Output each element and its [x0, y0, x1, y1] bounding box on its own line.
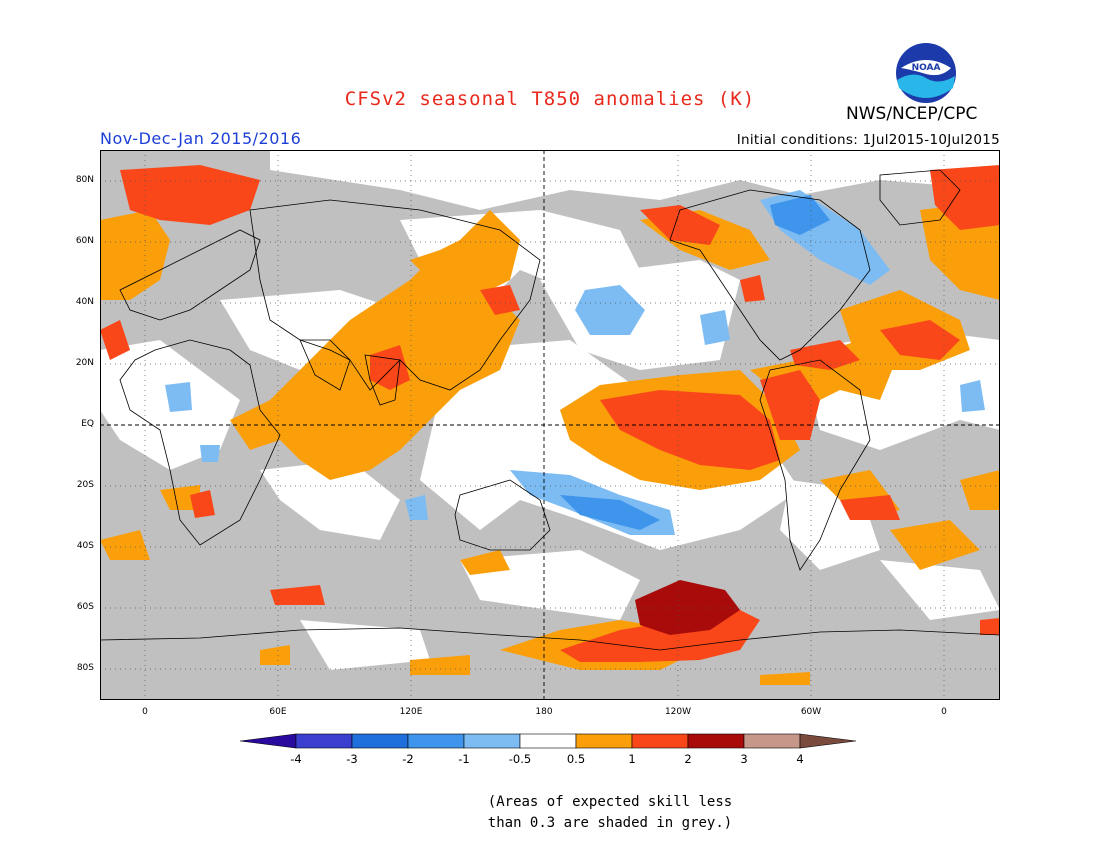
lat-label: 60N	[75, 236, 94, 246]
colorbar-label: 3	[740, 752, 748, 766]
coastlines	[100, 169, 1000, 651]
colorbar-label: -0.5	[508, 752, 532, 766]
colorbar-label: -1	[458, 752, 470, 766]
lat-label: 20S	[76, 480, 94, 490]
lat-label: 60S	[76, 602, 94, 612]
colorbar-segment	[407, 733, 465, 749]
dark-red-anomaly-regions	[635, 580, 740, 635]
season-label: Nov-Dec-Jan 2015/2016	[100, 129, 302, 148]
equator-dateline	[100, 150, 1000, 700]
colorbar-segment	[519, 733, 577, 749]
map-title: CFSv2 seasonal T850 anomalies (K)	[344, 88, 756, 110]
colorbar-segment	[295, 733, 353, 749]
lon-label: 60W	[800, 707, 822, 717]
colorbar-label: -3	[346, 752, 358, 766]
colorbar-left-arrow	[239, 733, 297, 749]
initial-conditions-label: Initial conditions: 1Jul2015-10Jul2015	[736, 132, 1000, 148]
agency-label: NWS/NCEP/CPC	[846, 104, 978, 124]
lat-label: 40N	[75, 297, 94, 307]
footnote-line-1: (Areas of expected skill less	[487, 794, 733, 810]
colorbar	[239, 730, 862, 756]
lon-label: 120W	[664, 707, 692, 717]
lat-label: 80N	[75, 175, 94, 185]
colorbar-segment	[463, 733, 521, 749]
red-anomaly-regions	[100, 165, 1000, 662]
lat-label: 40S	[76, 541, 94, 551]
colorbar-segment	[575, 733, 633, 749]
colorbar-label: 4	[796, 752, 804, 766]
colorbar-segment	[687, 733, 745, 749]
colorbar-right-arrow	[799, 733, 857, 749]
blue-anomaly-regions	[560, 195, 830, 530]
lon-label: 0	[941, 707, 947, 717]
colorbar-label: 1	[628, 752, 636, 766]
lon-label: 120E	[399, 707, 423, 717]
colorbar-segment	[631, 733, 689, 749]
colorbar-segment	[351, 733, 409, 749]
colorbar-label: 0.5	[566, 752, 586, 766]
lat-label: EQ	[81, 419, 94, 429]
anomaly-map	[100, 150, 1000, 704]
noaa-logo: NOAA	[895, 42, 957, 108]
logo-text: NOAA	[912, 63, 941, 73]
colorbar-segment	[743, 733, 801, 749]
colorbar-label: 2	[684, 752, 692, 766]
lon-label: 180	[535, 707, 553, 717]
lat-label: 80S	[76, 663, 94, 673]
colorbar-label: -4	[290, 752, 302, 766]
footnote: (Areas of expected skill less than 0.3 a…	[420, 792, 800, 834]
map-frame	[100, 150, 1000, 700]
lon-label: 60E	[269, 707, 287, 717]
lat-label: 20N	[75, 358, 94, 368]
footnote-line-2: than 0.3 are shaded in grey.)	[487, 815, 733, 831]
colorbar-label: -2	[402, 752, 414, 766]
lon-label: 0	[142, 707, 148, 717]
